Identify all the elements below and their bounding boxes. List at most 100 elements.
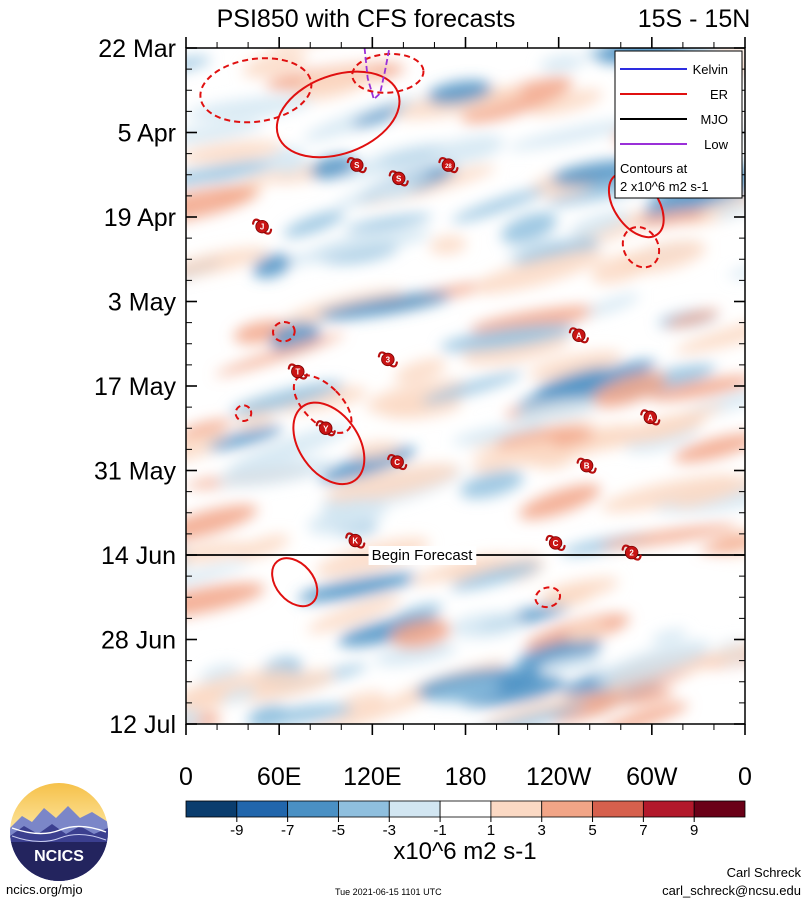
shading-blob (566, 621, 608, 642)
storm-marker: 3 (377, 351, 398, 368)
y-tick-label: 22 Mar (98, 35, 176, 63)
forecast-label: Begin Forecast (372, 547, 474, 564)
storm-marker: Y (315, 420, 336, 437)
shading-blob (440, 324, 576, 352)
storm-arm (640, 409, 649, 416)
storm-arm (346, 157, 355, 164)
x-tick-label: 120E (343, 763, 401, 791)
shading-blob (186, 160, 276, 190)
x-tick-label: 60E (257, 763, 301, 791)
shading-blob (515, 398, 597, 423)
storm-eye (548, 536, 563, 550)
colorbar-label: -7 (281, 822, 294, 839)
storm-eye (348, 533, 362, 548)
shading-blob (451, 187, 548, 223)
storm-label: 3 (386, 355, 391, 364)
storm-marker: 28 (438, 157, 459, 174)
y-tick-label: 3 May (108, 289, 177, 317)
storm-arm (580, 337, 589, 344)
shading-blob (186, 185, 257, 225)
y-tick-label: 19 Apr (104, 204, 176, 232)
y-tick-label: 12 Jul (109, 711, 176, 739)
colorbar-swatch (693, 800, 746, 818)
storm-marker: 2 (621, 544, 642, 561)
shading-blob (620, 413, 706, 443)
shading-blob (294, 67, 376, 101)
shading-blob (186, 504, 258, 543)
low-filter-contour (363, 48, 391, 101)
shading-blob (270, 386, 368, 413)
y-tick-label: 28 Jun (101, 627, 176, 655)
storm-arm (251, 218, 261, 225)
shading-blob (474, 249, 605, 294)
storm-eye (572, 328, 586, 342)
storm-eye (441, 158, 456, 172)
colorbar-label: -1 (433, 822, 446, 839)
shading-blob (529, 89, 603, 116)
shading-blob (220, 687, 258, 704)
shading-blob (207, 426, 283, 451)
storm-eye (381, 352, 395, 367)
legend-note-line1: Contours at (620, 161, 688, 176)
storm-label: S (396, 174, 402, 183)
storm-marker: B (576, 457, 597, 474)
storm-eye (624, 545, 639, 560)
storm-arm (315, 420, 324, 427)
storm-eye (392, 171, 406, 186)
colorbar-swatch (287, 800, 339, 818)
legend: Kelvin ER MJO Low Contours at 2 x10^6 m2 s-… (614, 50, 743, 199)
footer-url[interactable]: ncics.org/mjo (6, 882, 83, 897)
shading-blob (568, 210, 631, 238)
colorbar-swatch (388, 800, 441, 818)
y-tick-label: 17 May (94, 373, 176, 401)
storm-arm (327, 430, 336, 437)
shading-blob (186, 561, 250, 597)
storm-label: J (260, 223, 264, 232)
colorbar-label: -9 (230, 822, 243, 839)
shading-blob (536, 367, 609, 394)
forecast-label-bg (368, 546, 477, 565)
shading-blob (596, 640, 711, 687)
shading-blob (591, 372, 668, 408)
shading-blob (517, 638, 602, 670)
legend-label: Kelvin (693, 62, 728, 77)
shading-blob (601, 702, 689, 724)
storm-arm (358, 166, 367, 174)
colorbar-swatch (439, 800, 492, 818)
storm-label: T (295, 368, 300, 377)
shading-blob (535, 453, 573, 470)
storm-label: A (576, 331, 582, 340)
storm-arm (545, 534, 554, 542)
storm-arm (388, 170, 397, 177)
shading-blob (216, 458, 334, 487)
footer-email[interactable]: carl_schreck@ncsu.edu (662, 883, 801, 898)
chart-region: 15S - 15N (638, 5, 751, 33)
colorbar-swatch (338, 800, 390, 818)
y-axis-labels: 22 Mar 5 Apr 19 Apr 3 May 17 May 31 May 14 Jun… (94, 35, 176, 739)
shading-blob (426, 80, 493, 105)
shading-blob (600, 524, 738, 549)
shading-blob (714, 202, 745, 219)
storm-arm (450, 166, 459, 174)
storm-arm (345, 532, 354, 539)
ncics-logo: NCICS (10, 783, 108, 881)
shading-blob (673, 433, 745, 463)
shading-blob (351, 104, 410, 128)
storm-eye (643, 410, 657, 425)
shading-blob (635, 210, 706, 227)
er-contour-negative (351, 52, 425, 94)
shading-blob (242, 50, 308, 78)
shading-blob (528, 350, 622, 380)
shading-blob (507, 118, 645, 151)
colorbar-label: -3 (383, 822, 396, 839)
storm-marker: K (345, 532, 366, 549)
shading-blob (314, 228, 432, 256)
shading-blob (186, 96, 313, 121)
colorbar-label: 1 (487, 822, 495, 839)
x-tick-label: 60W (626, 763, 678, 791)
logo-text: NCICS (34, 848, 84, 865)
shading-blob (450, 562, 541, 591)
shading-blob (316, 292, 452, 320)
x-axis-labels: 0 60E 120E 180 120W 60W 0 (179, 763, 752, 791)
storm-label: A (647, 413, 653, 422)
